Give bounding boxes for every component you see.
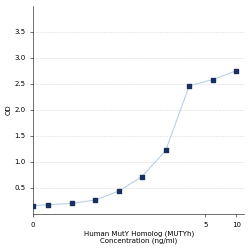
Point	[46, 203, 50, 207]
Point	[70, 201, 74, 205]
Point	[140, 174, 144, 178]
Point	[164, 148, 168, 152]
Point	[93, 198, 97, 202]
Y-axis label: OD: OD	[6, 104, 12, 115]
Point	[211, 78, 215, 82]
Point	[187, 84, 191, 88]
X-axis label: Human MutY Homolog (MUTYh)
Concentration (ng/ml): Human MutY Homolog (MUTYh) Concentration…	[84, 230, 194, 244]
Point	[234, 69, 238, 73]
Point	[31, 204, 35, 208]
Point	[116, 189, 120, 193]
